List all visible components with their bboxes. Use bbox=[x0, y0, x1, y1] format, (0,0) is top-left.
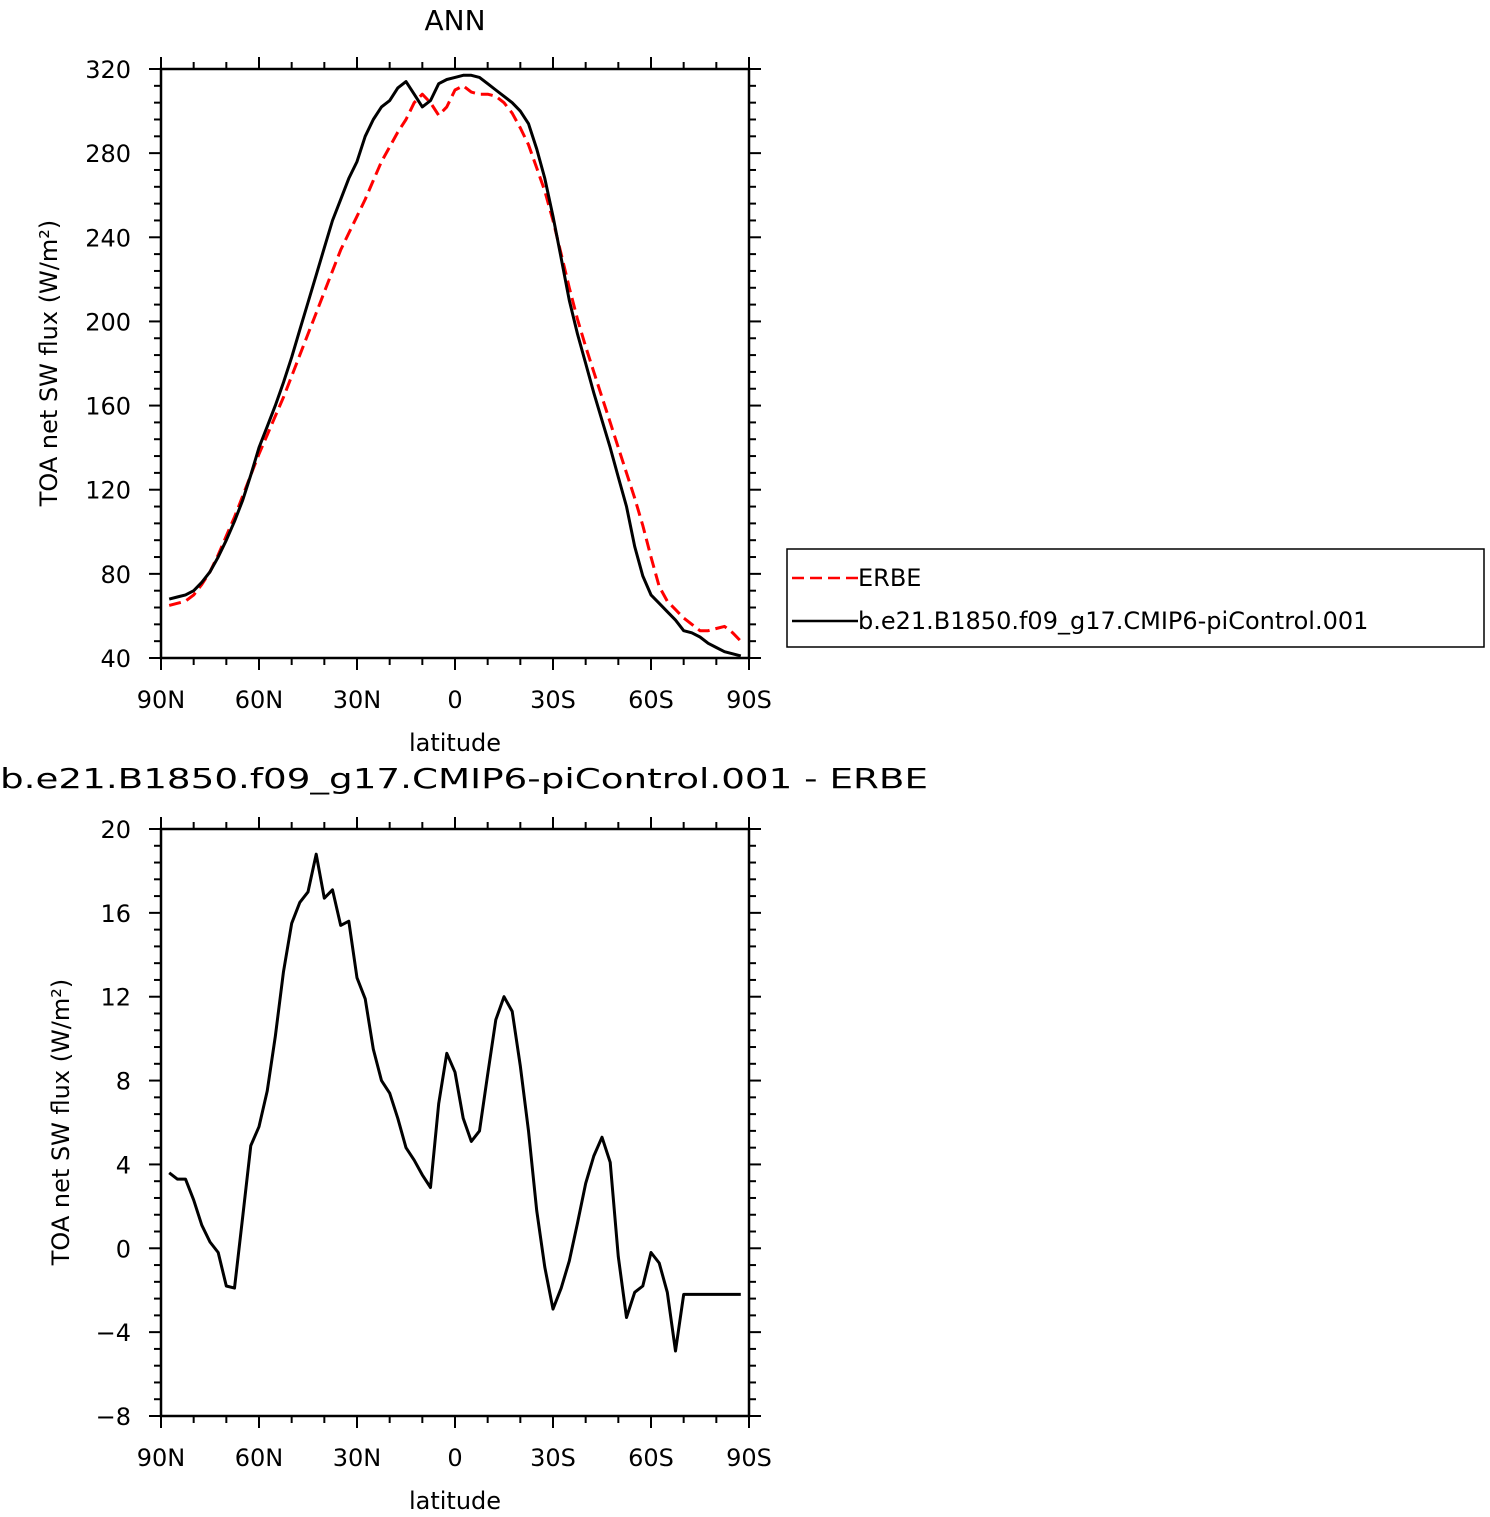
top-y-tick-label: 160 bbox=[85, 393, 131, 421]
bottom-x-tick-label: 30N bbox=[333, 1444, 382, 1472]
top-y-axis-label: TOA net SW flux (W/m²) bbox=[35, 220, 63, 508]
top-series-line-1 bbox=[168, 73, 742, 658]
top-x-tick-label: 60S bbox=[628, 686, 674, 714]
top-y-tick-label: 120 bbox=[85, 477, 131, 505]
top-panel: ANN 90N 60N 30N 0 30S 60S 90S 40 80 120 160 200 240 2… bbox=[35, 4, 772, 757]
bottom-y-tick-label: 16 bbox=[100, 900, 131, 928]
top-y-tick-label: 80 bbox=[100, 561, 131, 589]
bottom-y-tick-label: 12 bbox=[100, 984, 131, 1012]
legend-label-erbe: ERBE bbox=[858, 564, 921, 592]
top-x-tick-label: 90S bbox=[726, 686, 772, 714]
top-ticks bbox=[149, 57, 761, 670]
bottom-x-tick-label: 0 bbox=[447, 1444, 462, 1472]
top-y-tick-label: 320 bbox=[85, 56, 131, 84]
bottom-y-axis-label: TOA net SW flux (W/m²) bbox=[47, 979, 75, 1267]
legend-label-model: b.e21.B1850.f09_g17.CMIP6-piControl.001 bbox=[858, 607, 1368, 635]
top-panel-title: ANN bbox=[424, 4, 485, 37]
top-x-tick-label: 90N bbox=[137, 686, 186, 714]
top-plot-frame bbox=[159, 67, 751, 660]
bottom-x-tick-label: 60S bbox=[628, 1444, 674, 1472]
top-y-tick-label: 280 bbox=[85, 140, 131, 168]
bottom-x-tick-label: 60N bbox=[235, 1444, 284, 1472]
top-series-lines bbox=[168, 73, 742, 658]
top-x-tick-label: 30S bbox=[530, 686, 576, 714]
top-y-tick-label: 200 bbox=[85, 308, 131, 336]
bottom-y-tick-label: 8 bbox=[116, 1068, 131, 1096]
bottom-y-tick-label: 20 bbox=[100, 816, 131, 844]
bottom-x-tick-label: 90N bbox=[137, 1444, 186, 1472]
top-x-tick-label: 0 bbox=[447, 686, 462, 714]
bottom-x-tick-label: 90S bbox=[726, 1444, 772, 1472]
legend: ERBE b.e21.B1850.f09_g17.CMIP6-piControl… bbox=[786, 548, 1485, 648]
bottom-tick-labels: 90N 60N 30N 0 30S 60S 90S −8 −4 0 4 8 12 16 20 bbox=[96, 816, 772, 1472]
bottom-plot-frame bbox=[159, 827, 751, 1418]
bottom-y-tick-label: 4 bbox=[116, 1151, 131, 1179]
bottom-x-axis-label: latitude bbox=[409, 1487, 501, 1515]
top-x-axis-label: latitude bbox=[409, 729, 501, 757]
bottom-series-lines bbox=[168, 852, 741, 1353]
top-y-tick-label: 240 bbox=[85, 224, 131, 252]
bottom-panel: b.e21.B1850.f09_g17.CMIP6-piControl.001 … bbox=[0, 762, 928, 1515]
bottom-ticks bbox=[149, 817, 761, 1428]
top-x-tick-label: 60N bbox=[235, 686, 284, 714]
bottom-y-tick-label: −4 bbox=[96, 1319, 131, 1347]
top-tick-labels: 90N 60N 30N 0 30S 60S 90S 40 80 120 160 200 240 280 32… bbox=[85, 56, 772, 714]
top-series-line-0 bbox=[168, 84, 742, 643]
top-y-tick-label: 40 bbox=[100, 645, 131, 673]
bottom-y-tick-label: −8 bbox=[96, 1403, 131, 1431]
top-x-tick-label: 30N bbox=[333, 686, 382, 714]
legend-box bbox=[786, 548, 1485, 648]
bottom-series-line-0 bbox=[168, 852, 741, 1353]
bottom-x-tick-label: 30S bbox=[530, 1444, 576, 1472]
bottom-panel-title: b.e21.B1850.f09_g17.CMIP6-piControl.001 … bbox=[0, 762, 928, 795]
bottom-y-tick-label: 0 bbox=[116, 1235, 131, 1263]
